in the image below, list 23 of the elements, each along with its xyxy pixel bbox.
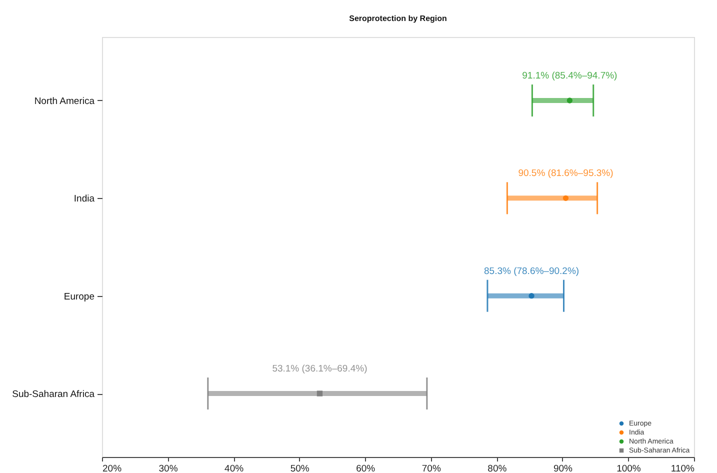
x-tick-label: 80% — [488, 464, 508, 473]
chart-title: Seroprotection by Region — [349, 14, 447, 23]
data-label: 85.3% (78.6%–90.2%) — [484, 266, 580, 277]
x-tick-label: 20% — [102, 464, 122, 473]
x-tick-label: 50% — [290, 464, 310, 473]
y-tick-label: Sub-Saharan Africa — [12, 389, 96, 400]
point — [562, 195, 569, 201]
point — [528, 293, 534, 299]
y-tick-label: India — [74, 194, 96, 205]
point — [316, 390, 323, 396]
x-tick-label: 90% — [553, 464, 574, 473]
y-tick-label: North America — [34, 96, 96, 107]
x-tick-label: 30% — [158, 464, 178, 473]
data-label: 53.1% (36.1%–69.4%) — [272, 364, 368, 375]
data-label: 91.1% (85.4%–94.7%) — [522, 70, 618, 82]
data-label: 90.5% (81.6%–95.3%) — [518, 168, 614, 180]
point — [566, 98, 573, 104]
x-tick-label: 60% — [356, 464, 376, 473]
x-tick-label: 100% — [616, 464, 642, 473]
x-tick-label: 70% — [422, 464, 442, 473]
y-tick-label: Europe — [64, 291, 94, 302]
x-tick-label: 40% — [224, 464, 244, 473]
x-tick-label: 110% — [670, 464, 696, 473]
